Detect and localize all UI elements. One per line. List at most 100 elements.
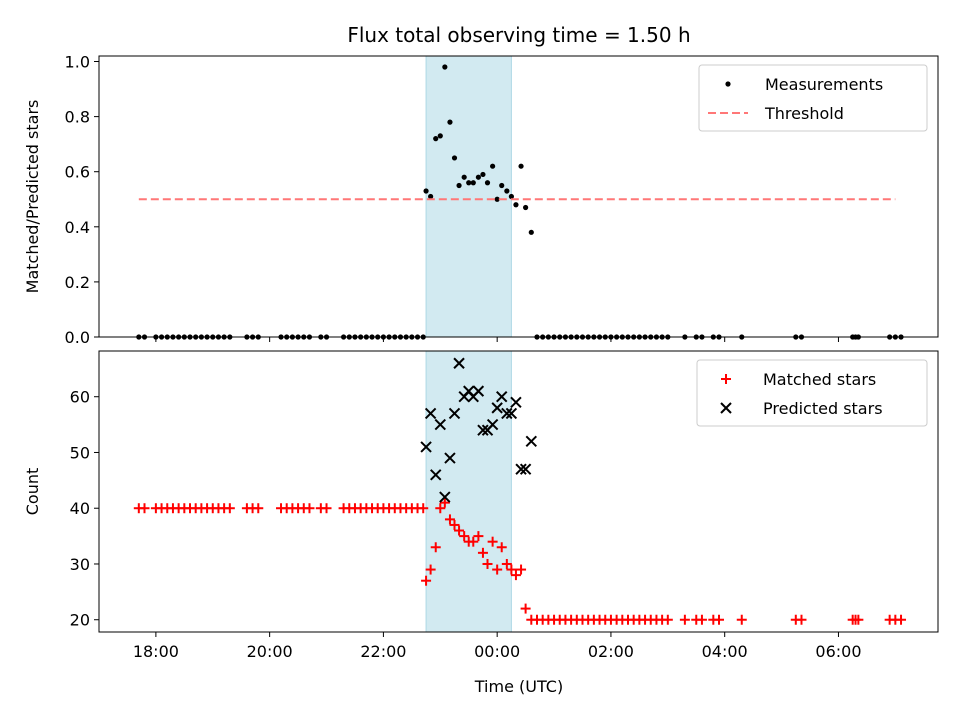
matched-stars-point (139, 503, 150, 514)
matched-stars-point (736, 614, 747, 625)
matched-stars-point (477, 547, 488, 558)
y-tick-label: 0.4 (65, 218, 90, 237)
y-tick-label: 60 (70, 388, 90, 407)
x-tick-label: 18:00 (133, 642, 179, 661)
ratio-panel: 0.0 0.2 0.4 0.6 0.8 1.0 Matched/Predicted star… (23, 53, 939, 347)
matched-stars-point (496, 542, 507, 553)
matched-stars-point (896, 614, 907, 625)
predicted-stars-point (430, 469, 442, 481)
matched-stars-point (430, 542, 441, 553)
predicted-stars-point (420, 441, 432, 453)
measurement-point (447, 119, 453, 125)
matched-stars-point (444, 514, 455, 525)
matched-stars-point (253, 503, 264, 514)
matched-stars-point (487, 536, 498, 547)
axes-frame (98, 350, 939, 633)
measurement-point (423, 188, 429, 194)
predicted-stars-point (444, 452, 456, 464)
x-tick-label: 02:00 (588, 642, 634, 661)
measurement-point (490, 163, 496, 169)
measurement-point (470, 180, 476, 186)
predicted-stars-point (439, 491, 451, 503)
measurement-point (461, 174, 467, 180)
matched-stars-point (714, 614, 725, 625)
measurement-point (504, 188, 510, 194)
matched-stars-point (425, 564, 436, 575)
matched-stars-point (501, 558, 512, 569)
legend-label: Predicted stars (763, 399, 883, 418)
axes-frame (98, 55, 939, 338)
matched-stars-point (492, 564, 503, 575)
predicted-stars-point (525, 435, 538, 448)
predicted-stars-point (453, 357, 465, 369)
matched-stars-point (853, 614, 864, 625)
matched-stars-point (421, 575, 432, 586)
measurement-point (456, 182, 462, 189)
y-axis-label: Count (23, 468, 42, 516)
predicted-stars-point (424, 407, 437, 420)
predicted-stars-point (486, 418, 499, 431)
matched-stars-point (439, 497, 450, 508)
matched-stars-point (520, 603, 531, 614)
matched-stars-point (459, 531, 470, 542)
y-tick-label: 30 (70, 555, 90, 574)
predicted-stars-point (510, 396, 522, 409)
matched-stars-point (454, 525, 465, 536)
measurement-point (513, 202, 519, 208)
x-axis-label: Time (UTC) (474, 677, 563, 696)
observing-window-shade (425, 55, 512, 338)
legend-item: Predicted stars (720, 399, 883, 418)
matched-stars-point (418, 503, 429, 514)
predicted-stars-point (519, 463, 532, 475)
x-tick-label: 06:00 (815, 642, 861, 661)
legend-item: Matched stars (721, 370, 876, 389)
matched-stars-point (510, 570, 521, 581)
predicted-stars-point (505, 407, 518, 420)
y-tick-label: 0.6 (65, 163, 90, 182)
chart-title: Flux total observing time = 1.50 h (347, 23, 690, 47)
y-tick-label: 1.0 (65, 53, 90, 72)
predicted-stars-point (501, 407, 513, 420)
measurement-point (466, 180, 472, 186)
x-tick-label: 20:00 (247, 642, 293, 661)
predicted-stars-point (472, 385, 485, 397)
y-tick-label: 40 (70, 499, 90, 518)
y-tick-label: 0.2 (65, 273, 90, 292)
measurement-point (428, 193, 434, 200)
predicted-stars-point (434, 418, 446, 431)
legend: Matched stars Predicted stars (696, 359, 928, 427)
matched-stars-point (468, 536, 479, 547)
measurement-point (494, 196, 500, 202)
matched-stars-point (679, 614, 690, 625)
measurement-point (451, 155, 458, 161)
measurement-point (528, 229, 534, 235)
matched-stars-point (482, 558, 493, 569)
y-tick-label: 20 (70, 611, 90, 630)
predicted-stars-point (515, 463, 527, 475)
matched-stars-point (321, 503, 332, 514)
measurement-point (433, 136, 439, 142)
matched-stars-point (516, 564, 527, 575)
predicted-stars-point (496, 391, 508, 403)
matched-stars-point (304, 503, 315, 514)
predicted-stars-point (477, 424, 489, 436)
x-tick-label: 22:00 (360, 642, 406, 661)
legend-item: Measurements (725, 75, 883, 94)
y-tick-label: 50 (70, 443, 90, 462)
legend-label: Measurements (765, 75, 883, 94)
predicted-stars-point (491, 402, 503, 414)
legend: Measurements Threshold (698, 64, 928, 132)
count-panel: 20 30 40 50 60 18:00 20:00 22:00 00:00 02:00 04:00… (23, 350, 939, 661)
measurement-point (475, 174, 481, 180)
measurement-point (437, 133, 443, 139)
measurement-point (442, 64, 448, 70)
x-tick-label: 04:00 (702, 642, 748, 661)
y-axis-label: Matched/Predicted stars (23, 100, 42, 294)
measurement-point (484, 180, 491, 186)
matched-stars-point (506, 564, 517, 575)
legend-label: Threshold (764, 104, 844, 123)
series-predicted-stars (420, 357, 538, 503)
matched-stars-point (473, 531, 484, 542)
matched-stars-point (224, 503, 235, 514)
